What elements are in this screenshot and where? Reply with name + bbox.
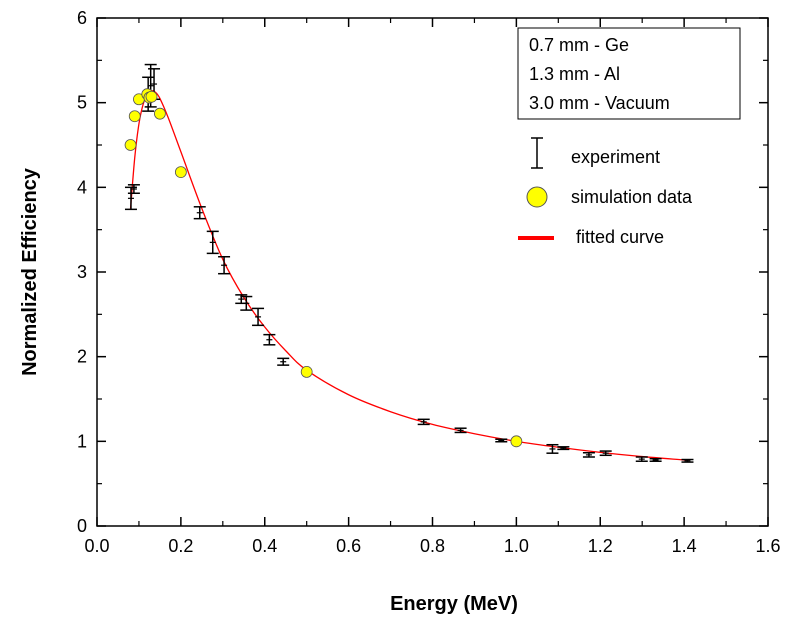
y-tick-label: 6 <box>77 8 87 28</box>
x-tick-label: 0.4 <box>252 536 277 556</box>
experiment-point <box>277 357 290 366</box>
y-tick-label: 1 <box>77 431 87 451</box>
experiment-point <box>557 446 570 451</box>
simulation-point <box>124 139 137 151</box>
legend: experiment simulation data fitted curve <box>518 137 693 247</box>
experiment-point <box>263 333 276 346</box>
simulation-point <box>154 107 166 120</box>
x-tick-label: 0.8 <box>420 536 445 556</box>
axes: 0.0 0.2 0.4 0.6 0.8 1.0 1.2 1.4 1.6 0 1 2 3 4 5 6 <box>77 8 781 556</box>
experiment-series <box>124 63 694 463</box>
experiment-point <box>193 206 206 220</box>
legend-label-simulation: simulation data <box>571 187 693 207</box>
experiment-point <box>582 452 595 458</box>
x-tick-label: 0.6 <box>336 536 361 556</box>
geometry-line-ge: 0.7 mm - Ge <box>529 35 629 55</box>
x-tick-label: 0.2 <box>168 536 193 556</box>
experiment-point <box>546 443 559 454</box>
geometry-line-al: 1.3 mm - Al <box>529 64 620 84</box>
experiment-point <box>240 295 253 311</box>
x-tick-label: 0.0 <box>84 536 109 556</box>
x-tick-label: 1.6 <box>755 536 780 556</box>
experiment-point <box>206 230 219 255</box>
experiment-point <box>635 456 648 462</box>
x-axis-title: Energy (MeV) <box>390 593 518 615</box>
y-axis-title: Normalized Efficiency <box>19 167 41 376</box>
simulation-point <box>145 90 158 103</box>
simulation-series <box>124 88 523 448</box>
legend-label-experiment: experiment <box>571 147 660 167</box>
x-tick-label: 1.4 <box>672 536 697 556</box>
experiment-point <box>681 458 694 463</box>
simulation-point <box>128 110 141 123</box>
legend-circle-icon <box>526 186 548 208</box>
y-tick-label: 2 <box>77 347 87 367</box>
experiment-point <box>417 418 430 426</box>
simulation-point <box>174 166 187 178</box>
experiment-point <box>127 184 140 195</box>
y-tick-label: 0 <box>77 516 87 536</box>
x-tick-label: 1.0 <box>504 536 529 556</box>
experiment-point <box>599 450 612 457</box>
legend-errorbar-icon <box>531 137 543 169</box>
experiment-point <box>495 438 508 443</box>
geometry-box: 0.7 mm - Ge 1.3 mm - Al 3.0 mm - Vacuum <box>517 27 741 120</box>
simulation-point <box>510 435 523 448</box>
experiment-point <box>649 457 662 462</box>
simulation-point <box>300 366 313 378</box>
experiment-point <box>124 186 137 211</box>
legend-label-fit: fitted curve <box>576 227 664 247</box>
geometry-line-vacuum: 3.0 mm - Vacuum <box>529 93 670 113</box>
y-tick-label: 5 <box>77 93 87 113</box>
y-tick-label: 3 <box>77 262 87 282</box>
experiment-point <box>252 307 265 327</box>
y-tick-label: 4 <box>77 177 87 197</box>
experiment-point <box>218 256 231 275</box>
x-tick-label: 1.2 <box>588 536 613 556</box>
experiment-point <box>454 427 467 434</box>
geometry-box-frame <box>517 27 741 120</box>
